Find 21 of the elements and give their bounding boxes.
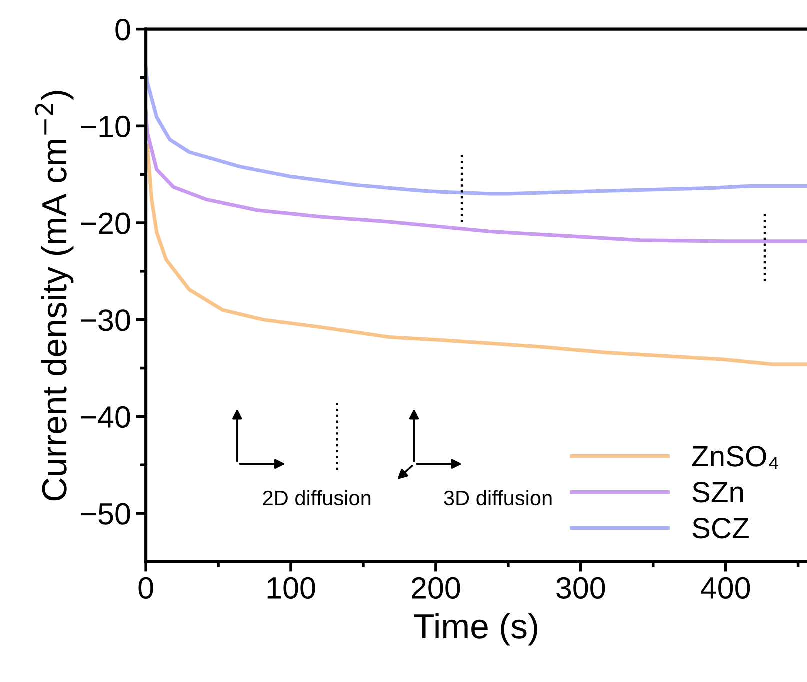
line-series: [146, 66, 807, 196]
y-axis-title: Current density (mA cm$^{−2}$): [35, 91, 74, 501]
annotation: 3D diffusion: [444, 490, 552, 506]
line-series: [146, 110, 807, 244]
line-series: [146, 144, 807, 366]
x-axis-title: Time (s): [414, 613, 538, 646]
y-tick-label: 0: [116, 19, 130, 41]
x-tick-label: 100: [268, 577, 316, 599]
x-tick-label: 400: [701, 577, 750, 599]
y-tick-label: −40: [81, 406, 130, 428]
y-tick-label: −30: [81, 310, 130, 332]
annotation: 2D diffusion: [263, 490, 371, 506]
x-tick-label: 200: [412, 577, 460, 599]
x-tick-label: 300: [556, 577, 606, 599]
legend-label: SZn: [692, 482, 744, 503]
x-tick-label: 0: [138, 577, 154, 599]
y-tick-label: −20: [81, 212, 130, 234]
y-tick-label: −10: [81, 116, 130, 138]
legend-label: SCZ: [692, 518, 749, 539]
y-tick-label: −50: [81, 503, 130, 525]
legend-label: ZnSO₄: [692, 446, 778, 470]
